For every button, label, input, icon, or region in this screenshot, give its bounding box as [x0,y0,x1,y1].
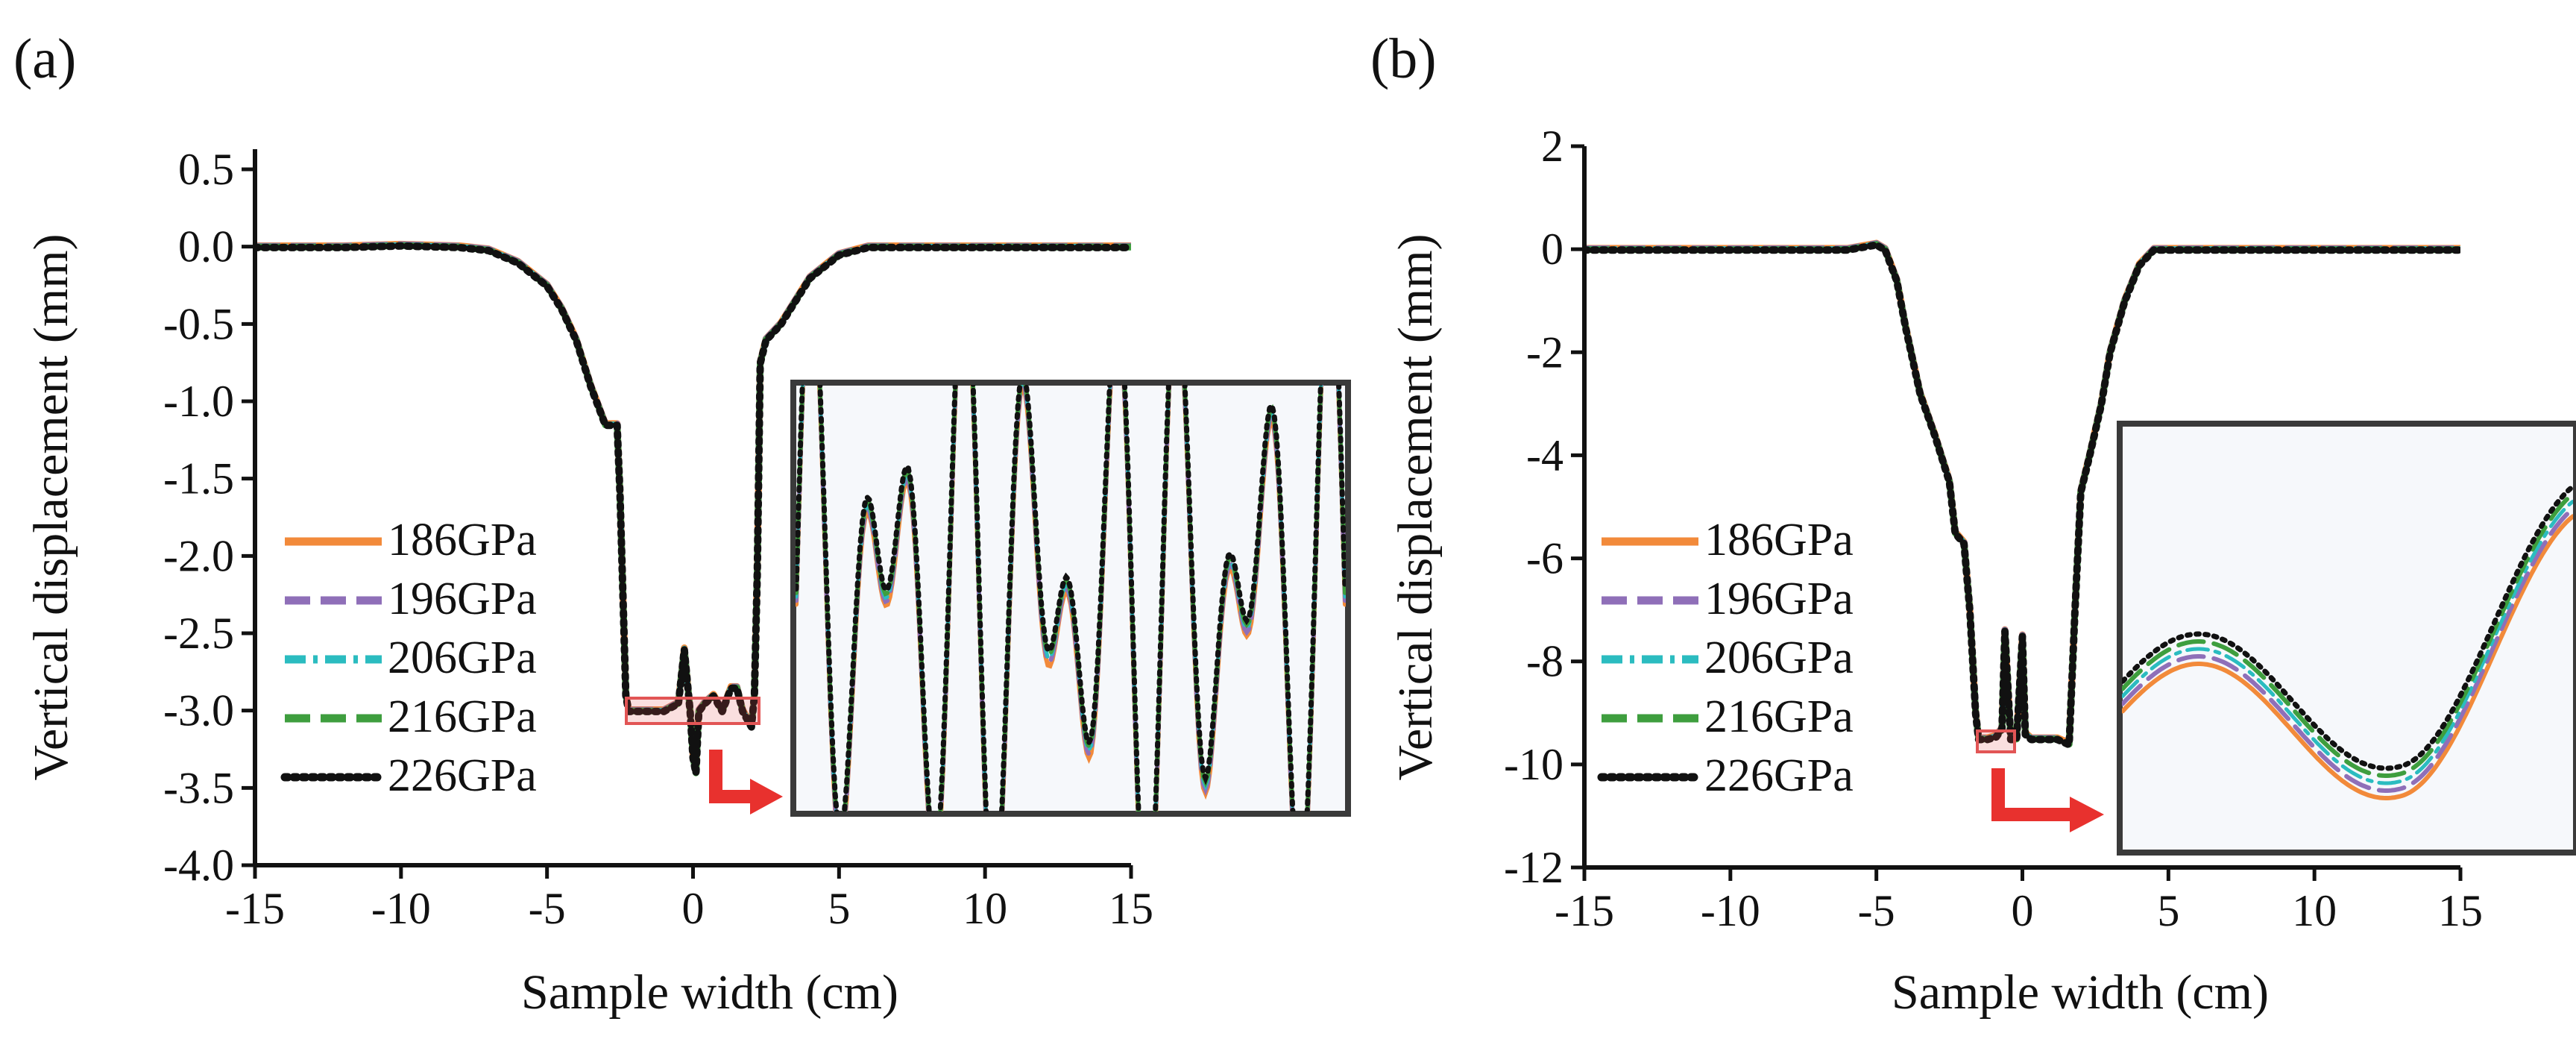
chart-panel-a: (a) -15 -10 -5 0 5 10 15 0.5 0.0 -0.5 -1.0 -1.5 -2.… [13,28,1351,1020]
y-tick-label: -12 [1504,843,1563,892]
x-tick-label: 5 [2157,886,2179,935]
legend-b: 186GPa 196GPa 206GPa 216GPa 226GPa [1597,515,1854,801]
y-tick-label: -2 [1526,327,1563,377]
x-tick-label: -5 [529,884,566,933]
y-tick-label: -8 [1526,637,1563,686]
inset-line-216GPa [2122,492,2573,778]
x-tick-label: 5 [828,884,850,933]
y-tick-label: -2.5 [163,609,234,658]
y-tick-label: -1.0 [163,377,234,426]
inset-b [2117,421,2576,856]
zoom-box-a [625,697,760,725]
legend-label: 206GPa [388,633,537,683]
x-tick-label: 0 [682,884,705,933]
chart-panel-b: (b) -15 -10 -5 0 5 10 15 20-2-4-6-8-10-12 Samp… [1370,28,2576,1020]
y-tick-label: 0 [1541,225,1563,274]
x-tick-label: -5 [1858,886,1895,935]
y-tick-label: -1.5 [163,454,234,503]
zoom-box-b [1976,729,2016,753]
y-tick-label: -4.0 [163,841,234,890]
x-tick-label: 15 [1109,884,1153,933]
x-tick-label: 10 [2292,886,2337,935]
x-tick-label: -15 [225,884,285,933]
y-tick-label: -2.0 [163,531,234,580]
y-axis-label-b: Vertical displacement (mm) [1388,233,1443,780]
inset-line-226GPa [2122,483,2573,771]
inset-line-226GPa [796,385,1346,812]
legend-label: 196GPa [1704,574,1854,624]
x-tick-label: -15 [1555,886,1614,935]
inset-line-186GPa [2122,514,2573,800]
legend-label: 226GPa [388,750,537,801]
legend-label: 216GPa [1704,691,1854,742]
x-tick-label: -10 [371,884,431,933]
y-tick-label: 0.0 [178,222,234,272]
inset-line-206GPa [2122,499,2573,785]
x-tick-label: -10 [1701,886,1760,935]
y-tick-label: -6 [1526,534,1563,583]
legend-label: 206GPa [1704,633,1854,683]
x-tick-label: 15 [2438,886,2483,935]
legend-label: 186GPa [1704,515,1854,565]
inset-frame-b [2117,421,2576,856]
series-line-226GPa [1584,241,2460,749]
panel-label-b: (b) [1370,28,1437,90]
legend-a: 186GPa 196GPa 206GPa 216GPa 226GPa [280,515,537,801]
y-axis-label-a: Vertical displacement (mm) [24,233,78,780]
x-tick-label: 0 [2012,886,2034,935]
y-tick-label: -10 [1504,740,1563,789]
y-tick-label: -0.5 [163,299,234,348]
legend-label: 216GPa [388,691,537,742]
inset-line-196GPa [2122,506,2573,793]
legend-label: 226GPa [1704,750,1854,801]
y-tick-label: 2 [1541,122,1563,171]
y-tick-label: 0.5 [178,145,234,194]
legend-label: 186GPa [388,515,537,565]
y-tick-label: -3.5 [163,763,234,812]
series-line-226GPa [255,242,1131,777]
x-axis-label-b: Sample width (cm) [1892,965,2269,1020]
panel-label-a: (a) [13,28,76,90]
y-tick-label: -4 [1526,430,1563,480]
zoom-arrowhead-a [750,779,783,815]
legend-label: 196GPa [388,574,537,624]
x-axis-label-a: Sample width (cm) [521,965,898,1020]
y-tick-label: -3.0 [163,686,234,735]
zoom-arrow-b [1991,768,2073,821]
zoom-arrowhead-b [2070,797,2104,832]
zoom-arrow-a [709,750,753,803]
x-tick-label: 10 [963,884,1007,933]
inset-a [790,380,1351,817]
